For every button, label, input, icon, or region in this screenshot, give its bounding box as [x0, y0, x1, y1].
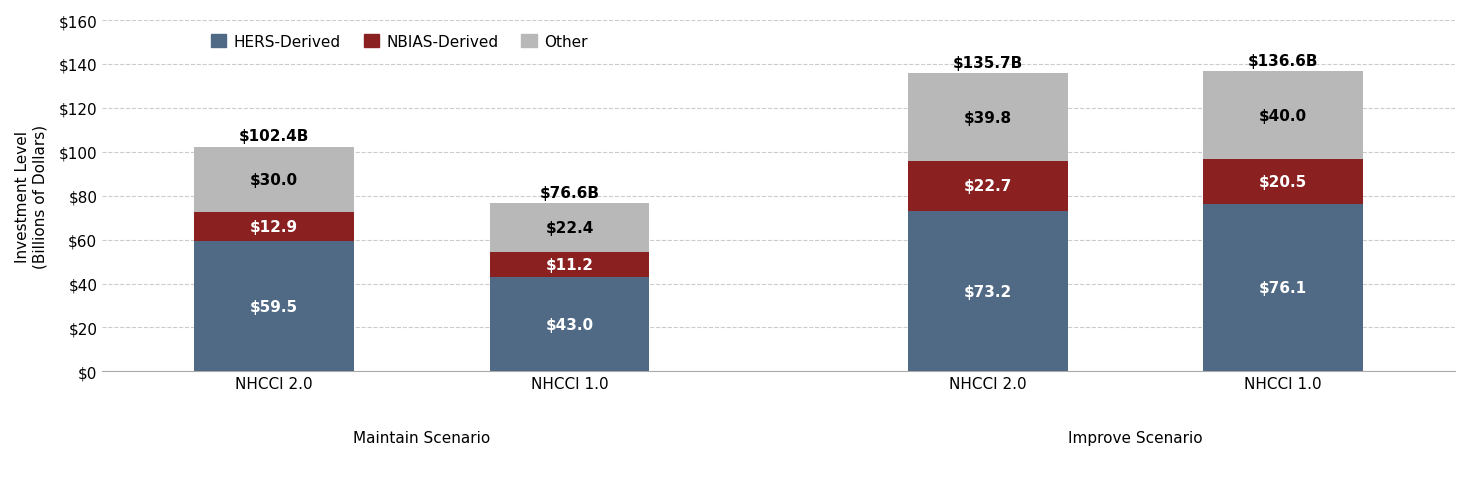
Text: $135.7B: $135.7B: [953, 56, 1023, 71]
Text: $12.9: $12.9: [250, 220, 298, 235]
Text: $11.2: $11.2: [545, 257, 594, 272]
Bar: [1202, 160, 1363, 205]
Bar: [194, 213, 354, 241]
Text: $136.6B: $136.6B: [1248, 54, 1319, 69]
Bar: [907, 162, 1067, 211]
Bar: [490, 277, 650, 372]
Bar: [907, 74, 1067, 162]
Legend: HERS-Derived, NBIAS-Derived, Other: HERS-Derived, NBIAS-Derived, Other: [204, 29, 594, 56]
Text: $43.0: $43.0: [545, 317, 594, 332]
Text: $22.7: $22.7: [963, 179, 1011, 194]
Bar: [907, 211, 1067, 372]
Bar: [490, 253, 650, 277]
Y-axis label: Investment Level
(Billions of Dollars): Investment Level (Billions of Dollars): [15, 124, 47, 268]
Text: $22.4: $22.4: [545, 221, 594, 236]
Text: $76.1: $76.1: [1258, 281, 1307, 296]
Text: $39.8: $39.8: [963, 110, 1011, 125]
Text: $102.4B: $102.4B: [240, 129, 310, 144]
Text: $40.0: $40.0: [1258, 108, 1307, 123]
Text: $73.2: $73.2: [963, 284, 1011, 299]
Bar: [1202, 72, 1363, 160]
Bar: [490, 204, 650, 253]
Text: $59.5: $59.5: [250, 299, 298, 314]
Bar: [194, 241, 354, 372]
Text: $30.0: $30.0: [250, 173, 298, 188]
Bar: [1202, 205, 1363, 372]
Text: $76.6B: $76.6B: [539, 185, 600, 200]
Bar: [194, 147, 354, 213]
Text: $20.5: $20.5: [1258, 175, 1307, 190]
Text: Maintain Scenario: Maintain Scenario: [353, 430, 491, 445]
Text: Improve Scenario: Improve Scenario: [1067, 430, 1202, 445]
